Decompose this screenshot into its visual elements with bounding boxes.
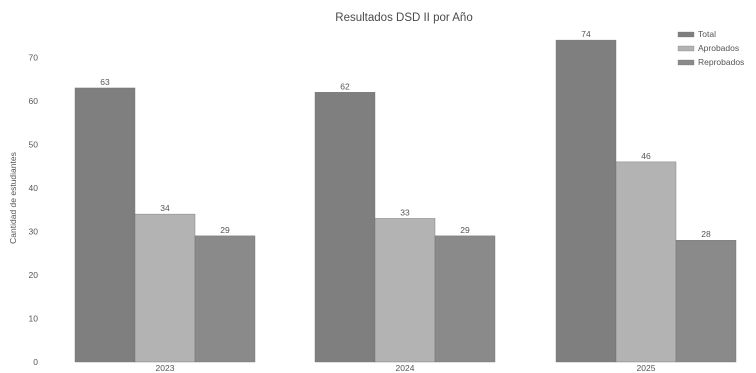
data-label: 74 [581, 29, 591, 39]
legend-swatch [677, 59, 695, 66]
y-tick-label: 0 [33, 357, 38, 367]
data-label: 28 [701, 229, 711, 239]
bar-reprobados-2025 [675, 239, 737, 363]
chart-title: Resultados DSD II por Año [335, 12, 472, 24]
data-label: 29 [460, 225, 470, 235]
data-label: 29 [220, 225, 230, 235]
legend-label: Total [698, 29, 716, 39]
data-label: 34 [160, 203, 170, 213]
data-label: 33 [400, 207, 410, 217]
legend: Total Aprobados Reprobados [677, 29, 744, 67]
x-tick-label: 2024 [396, 363, 415, 373]
data-label: 46 [641, 151, 651, 161]
legend-label: Reprobados [698, 57, 744, 67]
bar-aprobados-2023 [134, 213, 196, 363]
x-tick-label: 2023 [156, 363, 175, 373]
y-tick-label: 40 [29, 183, 39, 193]
bar-total-2024 [314, 92, 376, 363]
x-tick-label: 2025 [637, 363, 656, 373]
y-axis-label: Cantidad de estudiantes [8, 152, 18, 244]
legend-label: Aprobados [698, 43, 739, 53]
y-tick-label: 60 [29, 96, 39, 106]
y-tick-label: 70 [29, 53, 39, 63]
plot-area: 0 10 20 30 40 50 60 70 63 34 29 2023 62 33 29 2024 74 46 2… [29, 29, 737, 373]
bar-total-2025 [555, 39, 617, 363]
y-tick-label: 10 [29, 314, 39, 324]
bar-reprobados-2023 [194, 235, 256, 363]
y-tick-label: 50 [29, 140, 39, 150]
bar-aprobados-2025 [615, 161, 677, 363]
y-tick-label: 30 [29, 227, 39, 237]
data-label: 63 [100, 77, 110, 87]
bar-total-2023 [74, 87, 136, 363]
bar-aprobados-2024 [374, 218, 436, 363]
legend-swatch [677, 45, 695, 52]
data-label: 62 [340, 81, 350, 91]
legend-swatch [677, 31, 695, 38]
y-tick-label: 20 [29, 270, 39, 280]
bar-reprobados-2024 [434, 235, 496, 363]
